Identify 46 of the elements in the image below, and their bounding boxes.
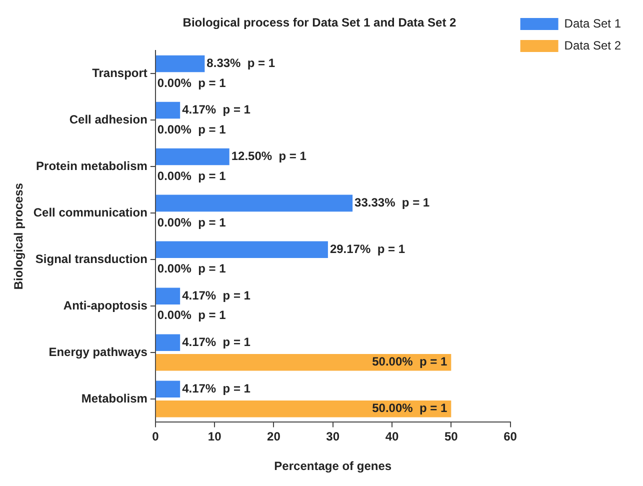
legend-label: Data Set 2	[564, 38, 622, 52]
data-label: 0.00% p = 1	[157, 76, 226, 90]
y-tick-label: Metabolism	[81, 391, 148, 406]
x-axis-title: Percentage of genes	[274, 459, 392, 474]
bar	[156, 194, 353, 212]
x-tick-label: 60	[504, 430, 518, 444]
x-tick-label: 20	[267, 430, 281, 444]
data-label: 33.33% p = 1	[354, 196, 430, 210]
x-tick-label: 30	[326, 430, 340, 444]
bar	[156, 400, 452, 418]
data-label: 0.00% p = 1	[157, 215, 226, 230]
y-tick-label: Anti-apoptosis	[63, 298, 148, 312]
data-label: 4.17% p = 1	[182, 381, 251, 396]
legend-label: Data Set 1	[564, 16, 622, 30]
data-label: 0.00% p = 1	[157, 122, 226, 136]
x-tick-label: 50	[444, 430, 458, 444]
data-label: 50.00% p = 1	[372, 354, 448, 369]
bar	[156, 102, 180, 119]
x-tick-label: 40	[385, 430, 399, 444]
bar	[156, 241, 328, 258]
x-tick-label: 10	[208, 430, 222, 444]
y-tick-label: Energy pathways	[48, 344, 148, 359]
data-label: 0.00% p = 1	[157, 308, 226, 322]
bar	[156, 354, 452, 371]
data-label: 12.50% p = 1	[231, 149, 307, 164]
data-label: 0.00% p = 1	[157, 168, 226, 183]
data-label: 50.00% p = 1	[372, 401, 448, 416]
y-tick-label: Cell adhesion	[69, 112, 148, 126]
bar	[156, 380, 180, 398]
data-label: 8.33% p = 1	[206, 56, 276, 70]
y-tick-label: Transport	[92, 66, 148, 80]
chart-title: Biological process for Data Set 1 and Data Set 2	[182, 16, 457, 30]
data-label: 4.17% p = 1	[182, 288, 251, 302]
data-label: 29.17% p = 1	[330, 242, 406, 256]
data-label: 0.00% p = 1	[157, 262, 226, 276]
data-label: 4.17% p = 1	[182, 334, 251, 349]
bar	[156, 148, 230, 166]
x-tick-label: 0	[152, 430, 160, 444]
y-tick-label: Cell communication	[33, 205, 148, 220]
y-tick-label: Protein metabolism	[36, 158, 148, 173]
data-label: 4.17% p = 1	[182, 102, 251, 117]
y-axis-title: Biological process	[12, 182, 26, 290]
bar	[156, 288, 180, 305]
y-tick-label: Signal transduction	[35, 252, 148, 266]
bar	[156, 55, 205, 72]
bar	[156, 334, 180, 352]
